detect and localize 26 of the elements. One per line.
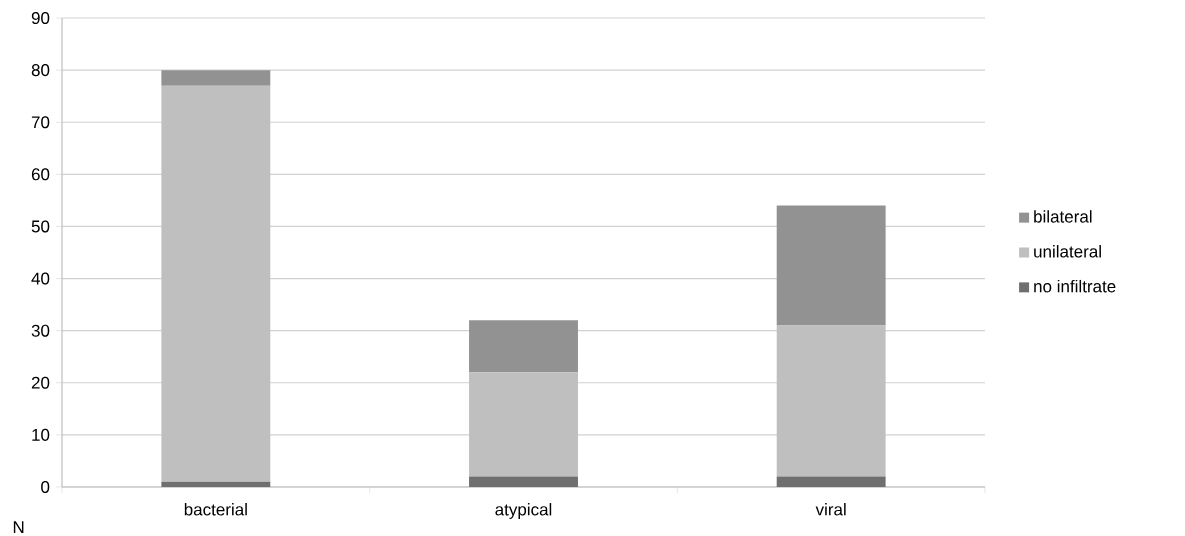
legend-label: unilateral — [1034, 245, 1101, 258]
bar — [469, 372, 578, 477]
legend-label: no infiltrate — [1034, 279, 1116, 293]
y-tick-label: 20 — [31, 376, 50, 389]
bar — [469, 476, 578, 487]
y-tick-label: 90 — [31, 12, 50, 25]
bar — [776, 325, 886, 477]
y-tick-label: 80 — [31, 64, 50, 77]
y-tick-label: 70 — [31, 116, 50, 129]
legend-label: bilateral — [1034, 210, 1092, 223]
bar — [776, 476, 886, 487]
y-tick-label: 30 — [31, 324, 50, 337]
y-tick-label: 0 — [41, 480, 50, 493]
bar — [161, 481, 271, 487]
x-tick-label: bacterial — [184, 503, 247, 516]
bar — [161, 70, 271, 86]
bar — [469, 320, 578, 373]
x-tick-label: viral — [815, 503, 846, 516]
y-tick-label: 10 — [32, 428, 50, 441]
text: N — [13, 521, 24, 533]
bar — [161, 85, 271, 482]
bar — [776, 205, 886, 326]
y-tick-label: 40 — [31, 272, 50, 285]
y-tick-label: 60 — [31, 168, 50, 181]
x-tick-label: atypical — [495, 503, 552, 519]
y-tick-label: 50 — [31, 220, 50, 233]
